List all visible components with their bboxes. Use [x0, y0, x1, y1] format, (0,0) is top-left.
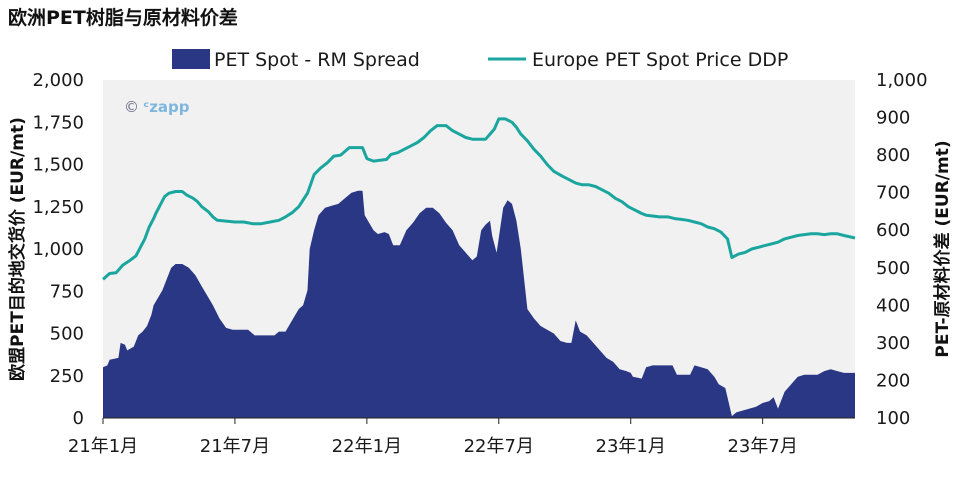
right-tick-label: 200	[876, 370, 910, 391]
right-tick-label: 400	[876, 295, 910, 316]
right-axis: 100 200 300 400 500 600 700 800 900 1,000	[876, 70, 928, 429]
spread-area	[103, 190, 855, 418]
right-tick-label: 900	[876, 108, 910, 129]
right-tick-label: 1,000	[876, 70, 928, 91]
x-tick-label: 22年7月	[464, 436, 534, 457]
right-tick-label: 500	[876, 258, 910, 279]
price-line	[102, 117, 856, 281]
left-tick-label: 0	[73, 408, 84, 429]
left-axis-title: 欧盟PET目的地交货价 (EUR/mt)	[7, 117, 28, 381]
x-tick-label: 21年1月	[68, 436, 138, 457]
legend-label-spread: PET Spot - RM Spread	[214, 49, 420, 71]
spread-series	[103, 190, 855, 418]
x-tick-label: 22年1月	[332, 436, 402, 457]
copyright-icon: ©	[124, 98, 139, 116]
left-tick-label: 1,250	[32, 197, 84, 218]
left-tick-label: 250	[50, 366, 84, 387]
chart-title: 欧洲PET树脂与原材料价差	[8, 6, 238, 29]
left-axis: 0 250 500 750 1,000 1,250 1,500 1,750 2,000	[32, 70, 84, 429]
price-series	[102, 117, 856, 281]
left-tick-label: 1,000	[32, 239, 84, 260]
legend: PET Spot - RM Spread Europe PET Spot Pri…	[172, 49, 788, 71]
watermark-brand: ᶜzapp	[143, 98, 190, 116]
right-tick-label: 600	[876, 220, 910, 241]
left-tick-label: 500	[50, 324, 84, 345]
left-tick-label: 750	[50, 281, 84, 302]
x-tick-label: 23年7月	[727, 436, 797, 457]
right-axis-title: PET-原材料价差 (EUR/mt)	[932, 140, 953, 357]
right-tick-label: 300	[876, 333, 910, 354]
legend-label-price: Europe PET Spot Price DDP	[532, 49, 788, 71]
right-tick-label: 100	[876, 408, 910, 429]
left-tick-label: 1,750	[32, 112, 84, 133]
left-tick-label: 2,000	[32, 70, 84, 91]
x-axis: 21年1月 21年7月 22年1月 22年7月 23年1月 23年7月	[68, 417, 855, 457]
x-tick-label: 23年1月	[596, 436, 666, 457]
right-tick-label: 700	[876, 183, 910, 204]
x-tick-label: 21年7月	[200, 436, 270, 457]
right-tick-label: 800	[876, 145, 910, 166]
left-tick-label: 1,500	[32, 155, 84, 176]
watermark: © ᶜzapp	[124, 98, 190, 116]
legend-swatch-spread	[172, 49, 210, 69]
